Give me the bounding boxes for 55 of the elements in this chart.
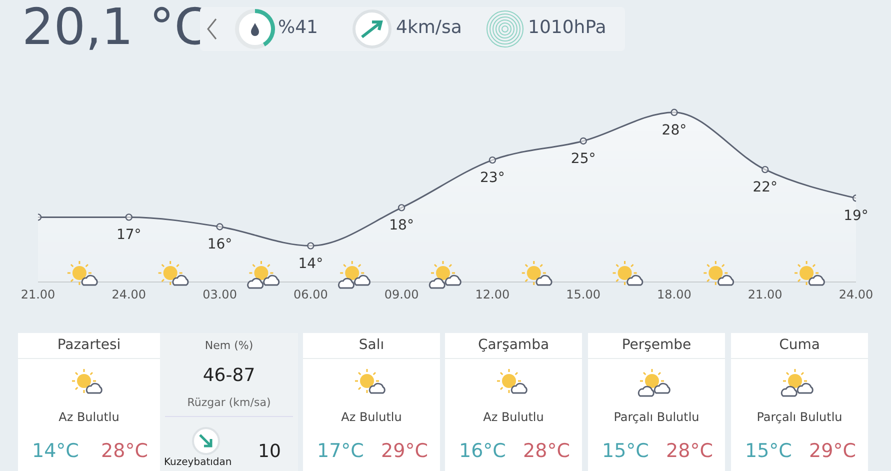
text: 14°C <box>32 440 79 462</box>
text: Salı <box>358 337 386 353</box>
x-tick-label: 21.00 <box>20 288 56 302</box>
data-label: 22° <box>752 180 778 196</box>
text: 1010hPa <box>528 17 606 38</box>
x-tick-label: 03.00 <box>202 288 237 302</box>
x-tick-label: 24.00 <box>112 288 146 302</box>
text: Pazartesi <box>56 337 122 353</box>
data-label: 28° <box>662 122 687 138</box>
text: 17°C <box>317 440 364 462</box>
point <box>762 166 769 174</box>
text: 4km/sa <box>396 17 462 38</box>
point <box>580 137 587 145</box>
x-tick-label: 15.00 <box>566 288 601 302</box>
data-label: 16° <box>207 236 232 253</box>
x-tick-label: 18.00 <box>657 288 692 302</box>
x-tick-label: 12.00 <box>475 288 510 302</box>
data-label: 19° <box>844 208 868 224</box>
text: 10 <box>258 441 281 462</box>
x-tick-label: 21.00 <box>748 288 782 302</box>
data-label: 25° <box>570 150 596 167</box>
x-tick-label: 06.00 <box>293 288 328 302</box>
text: 28°C <box>523 440 570 462</box>
text: 15°C <box>745 440 792 462</box>
text: Perşembe <box>620 337 692 353</box>
text: Rüzgar (km/sa) <box>186 396 272 409</box>
text: Az Bulutlu <box>340 410 403 424</box>
x-tick-label: 24.00 <box>838 288 874 302</box>
text: 15°C <box>602 440 649 462</box>
data-label: 18° <box>389 218 414 234</box>
text: 29°C <box>381 440 428 462</box>
point <box>398 204 406 212</box>
text: 29°C <box>809 440 856 462</box>
data-label: 17° <box>116 227 142 244</box>
text: Az Bulutlu <box>482 410 545 424</box>
point <box>125 214 132 221</box>
text: Parçalı Bulutlu <box>756 410 844 424</box>
text: Cuma <box>778 337 821 353</box>
text: 16°C <box>459 440 506 462</box>
x-tick-label: 09.00 <box>384 288 419 302</box>
point <box>488 156 496 164</box>
text: %41 <box>278 17 318 38</box>
text: Parçalı Bulutlu <box>612 410 700 424</box>
data-label: 14° <box>298 256 324 272</box>
point <box>216 223 224 230</box>
text: Kuzeybatıdan <box>164 457 232 468</box>
text: 28°C <box>666 440 713 462</box>
annotation: 46-87 <box>202 365 256 386</box>
data-label: 23° <box>480 170 505 186</box>
text: Az Bulutlu <box>58 410 120 424</box>
annotation: Nem (%) <box>204 339 254 352</box>
text: 28°C <box>101 440 148 462</box>
point <box>670 108 678 116</box>
text: Çarşamba <box>476 337 550 353</box>
point <box>307 242 314 250</box>
